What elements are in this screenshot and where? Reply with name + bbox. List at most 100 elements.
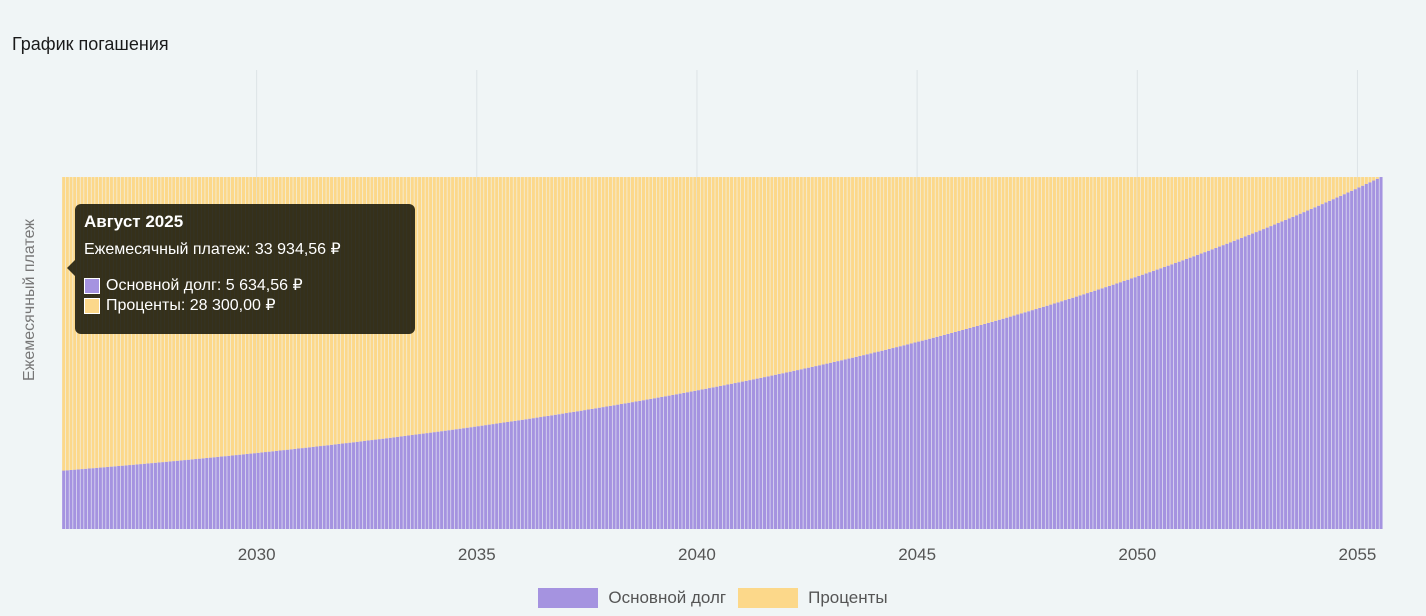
bar-principal[interactable] bbox=[729, 383, 734, 529]
bar-principal[interactable] bbox=[407, 435, 411, 529]
bar-interest[interactable] bbox=[436, 177, 440, 432]
bar-principal[interactable] bbox=[289, 449, 293, 529]
bar-principal[interactable] bbox=[117, 466, 121, 529]
bar-principal[interactable] bbox=[1214, 247, 1218, 529]
bar-interest[interactable] bbox=[1052, 177, 1056, 304]
bar-principal[interactable] bbox=[1056, 302, 1060, 529]
bar-principal[interactable] bbox=[234, 455, 238, 529]
bar-principal[interactable] bbox=[917, 341, 921, 529]
bar-principal[interactable] bbox=[935, 336, 939, 529]
bar-interest[interactable] bbox=[788, 177, 792, 372]
bar-interest[interactable] bbox=[711, 177, 715, 388]
bar-principal[interactable] bbox=[333, 444, 337, 529]
bar-principal[interactable] bbox=[392, 437, 396, 529]
bar-principal[interactable] bbox=[752, 379, 756, 529]
bar-interest[interactable] bbox=[1159, 177, 1163, 269]
bar-interest[interactable] bbox=[667, 177, 671, 396]
bar-principal[interactable] bbox=[274, 450, 279, 529]
bar-interest[interactable] bbox=[1027, 177, 1031, 312]
bar-principal[interactable] bbox=[1027, 311, 1031, 529]
bar-principal[interactable] bbox=[458, 428, 462, 529]
bar-interest[interactable] bbox=[491, 177, 495, 425]
bar-principal[interactable] bbox=[755, 378, 759, 529]
bar-interest[interactable] bbox=[539, 177, 543, 418]
bar-principal[interactable] bbox=[1251, 233, 1255, 529]
bar-interest[interactable] bbox=[843, 177, 847, 360]
bar-principal[interactable] bbox=[1016, 314, 1020, 529]
bar-interest[interactable] bbox=[1056, 177, 1060, 303]
bar-principal[interactable] bbox=[326, 445, 330, 529]
bar-principal[interactable] bbox=[1273, 224, 1277, 529]
bar-interest[interactable] bbox=[935, 177, 939, 337]
bar-interest[interactable] bbox=[1005, 177, 1009, 318]
bar-principal[interactable] bbox=[62, 470, 66, 529]
bar-principal[interactable] bbox=[296, 448, 301, 529]
bar-principal[interactable] bbox=[1265, 227, 1269, 529]
bar-principal[interactable] bbox=[774, 374, 778, 529]
bar-interest[interactable] bbox=[682, 177, 686, 393]
bar-principal[interactable] bbox=[832, 361, 836, 529]
bar-interest[interactable] bbox=[829, 177, 833, 363]
bar-interest[interactable] bbox=[649, 177, 653, 399]
bar-interest[interactable] bbox=[854, 177, 858, 357]
bar-interest[interactable] bbox=[674, 177, 679, 395]
bar-principal[interactable] bbox=[161, 462, 165, 529]
bar-principal[interactable] bbox=[891, 348, 895, 529]
bar-principal[interactable] bbox=[1221, 245, 1225, 529]
bar-interest[interactable] bbox=[997, 177, 1001, 320]
bar-principal[interactable] bbox=[847, 358, 851, 529]
bar-interest[interactable] bbox=[1232, 177, 1236, 241]
bar-principal[interactable] bbox=[293, 448, 297, 529]
bar-interest[interactable] bbox=[1236, 177, 1240, 240]
bar-principal[interactable] bbox=[120, 465, 124, 529]
bar-interest[interactable] bbox=[579, 177, 583, 411]
bar-interest[interactable] bbox=[799, 177, 803, 370]
bar-interest[interactable] bbox=[821, 177, 825, 365]
bar-interest[interactable] bbox=[1284, 177, 1288, 220]
bar-principal[interactable] bbox=[594, 408, 598, 529]
bar-interest[interactable] bbox=[1078, 177, 1082, 296]
bar-principal[interactable] bbox=[616, 404, 620, 529]
bar-interest[interactable] bbox=[737, 177, 741, 383]
bar-principal[interactable] bbox=[667, 395, 671, 529]
bar-principal[interactable] bbox=[928, 338, 932, 529]
bar-principal[interactable] bbox=[1240, 237, 1244, 529]
bar-interest[interactable] bbox=[550, 177, 554, 416]
bar-interest[interactable] bbox=[69, 177, 73, 470]
bar-principal[interactable] bbox=[201, 458, 205, 529]
bar-principal[interactable] bbox=[1188, 257, 1192, 529]
bar-interest[interactable] bbox=[729, 177, 734, 384]
bar-principal[interactable] bbox=[1335, 197, 1339, 529]
bar-principal[interactable] bbox=[678, 393, 682, 529]
bar-interest[interactable] bbox=[796, 177, 800, 371]
bar-principal[interactable] bbox=[873, 352, 877, 529]
bar-interest[interactable] bbox=[895, 177, 899, 348]
bar-principal[interactable] bbox=[1118, 282, 1123, 529]
bar-interest[interactable] bbox=[950, 177, 954, 333]
bar-principal[interactable] bbox=[814, 366, 818, 529]
bar-principal[interactable] bbox=[865, 354, 869, 529]
bar-interest[interactable] bbox=[1049, 177, 1053, 305]
bar-principal[interactable] bbox=[942, 334, 946, 529]
bar-principal[interactable] bbox=[898, 346, 902, 529]
bar-principal[interactable] bbox=[869, 353, 873, 529]
legend-item-principal[interactable]: Основной долг bbox=[538, 588, 726, 608]
bar-interest[interactable] bbox=[517, 177, 521, 421]
bar-interest[interactable] bbox=[1203, 177, 1207, 253]
bar-principal[interactable] bbox=[87, 468, 91, 529]
bar-principal[interactable] bbox=[399, 436, 403, 529]
bar-principal[interactable] bbox=[1320, 204, 1324, 530]
bar-principal[interactable] bbox=[216, 456, 220, 529]
bar-interest[interactable] bbox=[928, 177, 932, 339]
bar-principal[interactable] bbox=[1295, 215, 1299, 530]
bar-principal[interactable] bbox=[539, 417, 543, 529]
bar-interest[interactable] bbox=[851, 177, 855, 358]
bar-principal[interactable] bbox=[300, 448, 304, 529]
bar-interest[interactable] bbox=[755, 177, 759, 379]
bar-interest[interactable] bbox=[1346, 177, 1350, 193]
bar-principal[interactable] bbox=[307, 447, 312, 529]
bar-principal[interactable] bbox=[249, 453, 253, 529]
bar-principal[interactable] bbox=[524, 419, 528, 529]
bar-interest[interactable] bbox=[612, 177, 616, 406]
bar-principal[interactable] bbox=[920, 340, 924, 529]
